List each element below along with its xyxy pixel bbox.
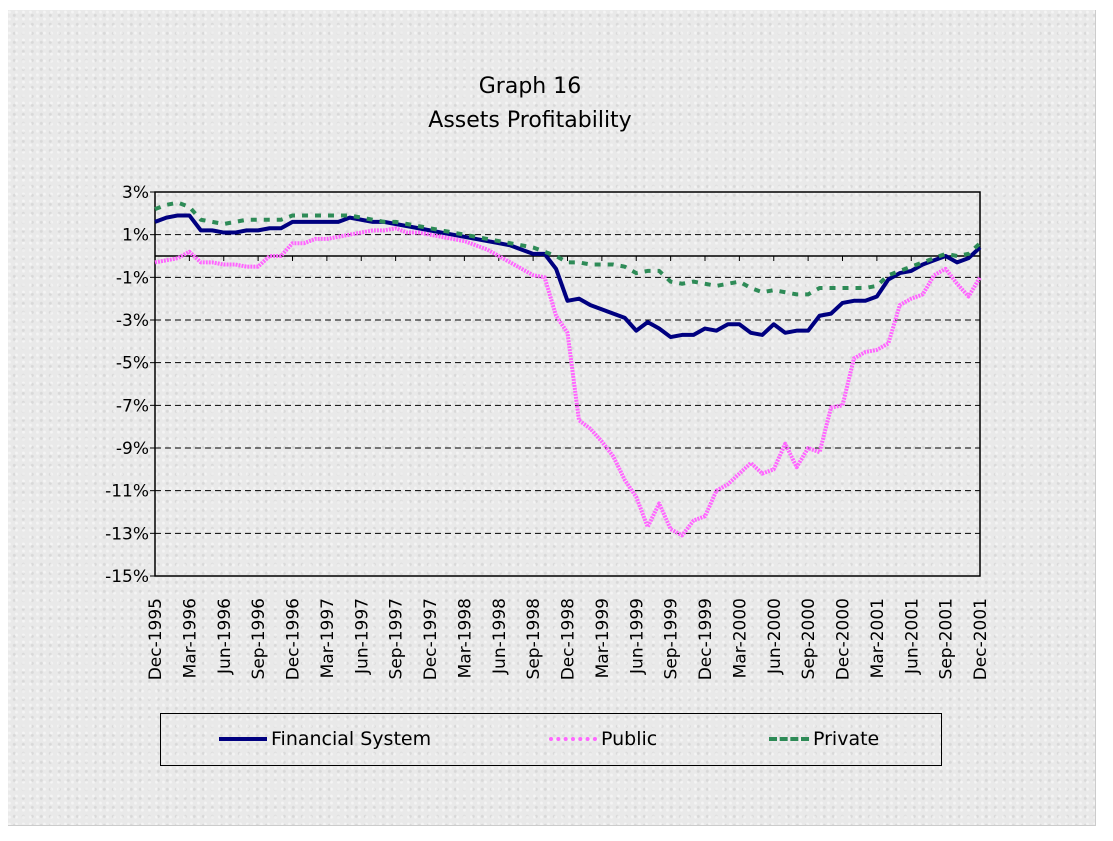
legend-swatch bbox=[769, 737, 809, 741]
plot-area bbox=[154, 191, 981, 577]
x-tick-label: Mar-2001 bbox=[868, 598, 888, 678]
x-tick-label: Sep-1997 bbox=[387, 598, 407, 679]
x-tick-label: Sep-1999 bbox=[662, 598, 682, 679]
x-tick-label: Dec-1997 bbox=[421, 598, 441, 680]
x-tick-label: Dec-1996 bbox=[284, 598, 304, 680]
x-tick-label: Jun-1998 bbox=[490, 598, 510, 675]
y-tick-label: -13% bbox=[105, 524, 149, 544]
legend-item-public: Public bbox=[549, 728, 657, 750]
x-tick-label: Jun-2001 bbox=[902, 598, 922, 675]
y-tick-label: -1% bbox=[116, 268, 149, 288]
series-line-private bbox=[154, 200, 982, 297]
x-tick-label: Mar-1997 bbox=[318, 598, 338, 678]
x-tick-label: Mar-1999 bbox=[593, 598, 613, 678]
y-tick-label: -15% bbox=[105, 567, 149, 587]
y-tick-label: 1% bbox=[122, 226, 149, 246]
y-tick-label: -3% bbox=[116, 311, 149, 331]
x-tick-label: Dec-1995 bbox=[146, 598, 166, 680]
series-line-public bbox=[154, 226, 982, 538]
x-tick-label: Jun-1996 bbox=[215, 598, 235, 675]
x-tick-label: Dec-2001 bbox=[971, 598, 991, 680]
y-tick-label: -9% bbox=[116, 439, 149, 459]
x-tick-label: Mar-2000 bbox=[730, 598, 750, 678]
x-tick-label: Jun-1999 bbox=[627, 598, 647, 675]
chart-title: Graph 16 bbox=[478, 74, 582, 99]
x-tick-label: Dec-1998 bbox=[559, 598, 579, 680]
legend: Financial System Public Private bbox=[160, 713, 942, 766]
chart-subtitle: Assets Profitability bbox=[428, 108, 632, 133]
x-tick-label: Dec-2000 bbox=[834, 598, 854, 680]
series-line-financial-system bbox=[154, 213, 982, 340]
x-tick-label: Sep-1996 bbox=[249, 598, 269, 679]
legend-label: Public bbox=[601, 728, 658, 750]
legend-swatch bbox=[219, 737, 267, 741]
x-tick-label: Sep-1998 bbox=[524, 598, 544, 679]
x-tick-label: Jun-1997 bbox=[352, 598, 372, 675]
y-tick-label: -5% bbox=[116, 354, 149, 374]
chart-background bbox=[8, 10, 1096, 826]
x-tick-label: Mar-1998 bbox=[455, 598, 475, 678]
legend-item-private: Private bbox=[769, 728, 879, 750]
y-tick-label: -7% bbox=[116, 396, 149, 416]
legend-item-financial-system: Financial System bbox=[219, 728, 431, 750]
x-tick-label: Jun-2000 bbox=[765, 598, 785, 675]
y-tick-label: -11% bbox=[105, 482, 149, 502]
legend-swatch bbox=[549, 737, 597, 741]
x-tick-label: Dec-1999 bbox=[696, 598, 716, 680]
x-tick-label: Mar-1996 bbox=[180, 598, 200, 678]
y-tick-label: 3% bbox=[122, 183, 149, 203]
x-tick-label: Sep-2000 bbox=[799, 598, 819, 679]
legend-label: Financial System bbox=[271, 728, 432, 750]
x-tick-label: Sep-2001 bbox=[937, 598, 957, 679]
legend-label: Private bbox=[813, 728, 880, 750]
